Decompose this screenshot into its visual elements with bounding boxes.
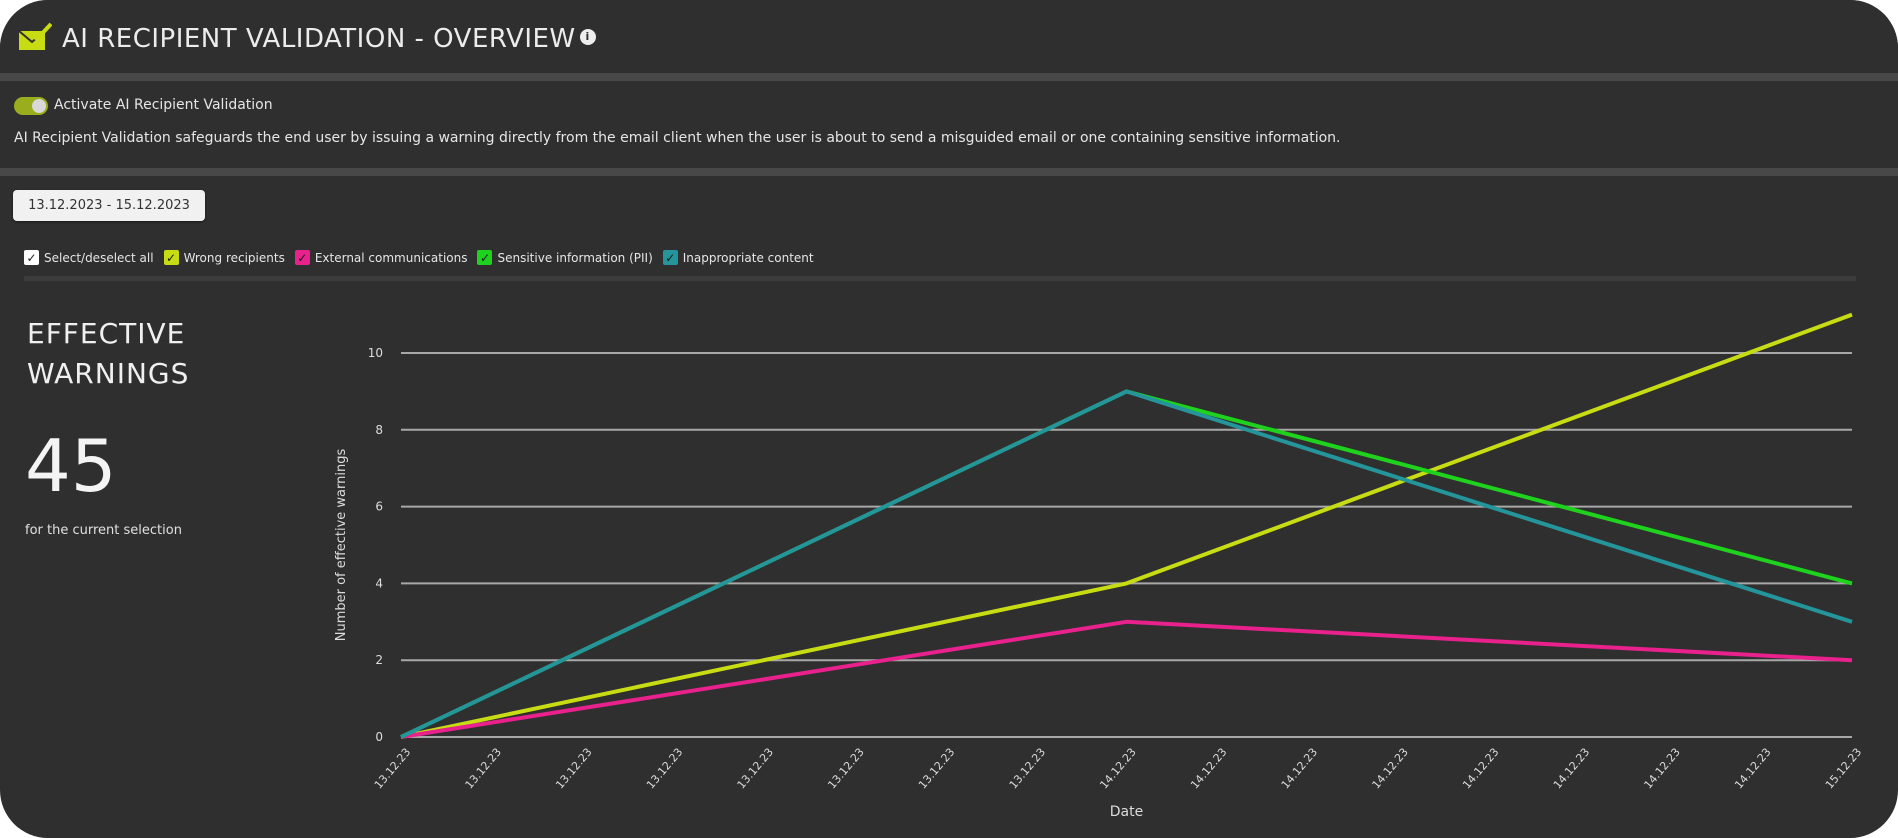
toggle-knob (32, 99, 46, 113)
x-axis-label: Date (1110, 804, 1143, 820)
filter-label: External communications (314, 250, 468, 265)
x-tick-label: 14.12.23 (1097, 746, 1138, 792)
y-tick-label: 2 (375, 653, 383, 667)
x-tick-label: 13.12.23 (735, 746, 776, 792)
activate-label: Activate AI Recipient Validation (54, 97, 273, 113)
series-line-external-communications (400, 619, 1853, 739)
x-tick-label: 14.12.23 (1460, 746, 1501, 792)
x-tick-label: 13.12.23 (1007, 746, 1048, 792)
x-tick-label: 13.12.23 (463, 746, 504, 792)
checkbox-icon[interactable]: ✓ (294, 250, 310, 265)
filter-label: Wrong recipients (183, 250, 285, 265)
y-tick-label: 4 (375, 576, 383, 590)
checkbox-icon[interactable]: ✓ (662, 250, 678, 265)
filter-label: Sensitive information (PII) (497, 250, 653, 265)
x-tick-label: 13.12.23 (553, 746, 594, 792)
x-tick-label: 13.12.23 (825, 746, 866, 792)
summary-title: EFFECTIVE WARNINGS (27, 317, 190, 390)
checkbox-icon[interactable]: ✓ (24, 250, 39, 265)
page-header: AI RECIPIENT VALIDATION - OVERVIEW i (0, 0, 1898, 73)
divider (24, 276, 1856, 281)
x-tick-label: 14.12.23 (1369, 746, 1410, 792)
divider (0, 73, 1898, 81)
divider (0, 168, 1898, 176)
filter-label: Select/deselect all (44, 250, 154, 265)
x-tick-label: 13.12.23 (916, 746, 957, 792)
series-filters: ✓ Select/deselect all ✓ Wrong recipients ✓ Ex… (24, 250, 814, 265)
summary-caption: for the current selection (25, 523, 182, 538)
checkbox-icon[interactable]: ✓ (477, 250, 493, 265)
x-tick-label: 14.12.23 (1551, 746, 1592, 792)
y-tick-label: 10 (368, 346, 383, 360)
series-line-sensitive-information-pii (400, 389, 1853, 739)
x-tick-label: 13.12.23 (372, 746, 413, 792)
description-text: AI Recipient Validation safeguards the e… (14, 130, 1341, 146)
filter-sensitive-information-pii[interactable]: ✓ Sensitive information (PII) (477, 250, 653, 265)
filter-inappropriate-content[interactable]: ✓ Inappropriate content (662, 250, 814, 265)
y-tick-label: 6 (375, 500, 383, 514)
filter-wrong-recipients[interactable]: ✓ Wrong recipients (163, 250, 285, 265)
series-line-wrong-recipients (400, 312, 1853, 739)
y-tick-label: 0 (375, 730, 383, 744)
x-tick-label: 14.12.23 (1732, 746, 1773, 792)
info-icon[interactable]: i (579, 29, 596, 45)
x-tick-label: 14.12.23 (1279, 746, 1320, 792)
y-axis-label: Number of effective warnings (334, 449, 349, 642)
filter-select-deselect-all[interactable]: ✓ Select/deselect all (24, 250, 154, 265)
y-tick-label: 8 (375, 423, 383, 437)
x-tick-label: 14.12.23 (1188, 746, 1229, 792)
x-tick-label: 14.12.23 (1641, 746, 1682, 792)
x-tick-label: 15.12.23 (1823, 746, 1864, 792)
filter-label: Inappropriate content (682, 250, 814, 265)
page-title: AI RECIPIENT VALIDATION - OVERVIEW i (62, 24, 596, 54)
filter-external-communications[interactable]: ✓ External communications (294, 250, 468, 265)
date-range-button[interactable]: 13.12.2023 - 15.12.2023 (13, 190, 205, 221)
x-tick-label: 13.12.23 (644, 746, 685, 792)
series-line-inappropriate-content (400, 389, 1853, 739)
checkbox-icon[interactable]: ✓ (163, 250, 179, 265)
activate-toggle[interactable] (14, 97, 48, 115)
summary-value: 45 (25, 424, 117, 508)
mail-check-icon (18, 22, 52, 50)
